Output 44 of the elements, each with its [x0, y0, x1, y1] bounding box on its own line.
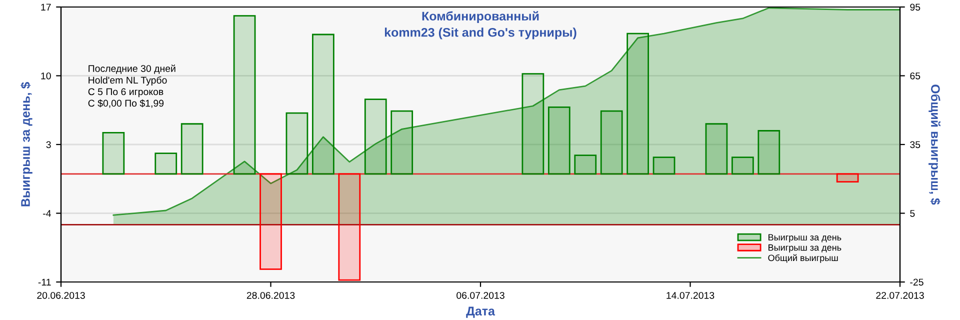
- bar: [390, 110, 414, 175]
- text: komm23 (Sit and Go's турниры): [384, 28, 576, 40]
- x-axis-title: Дата: [466, 306, 496, 318]
- y2-tick-label: 95: [910, 4, 920, 11]
- x-tick-label: 28.06.2013: [246, 292, 295, 299]
- y2-tick-label: 65: [910, 72, 920, 80]
- bar: [286, 112, 308, 175]
- bar: [522, 73, 544, 175]
- y-tick-label: 10: [41, 72, 51, 80]
- x-tick-label: 14.07.2013: [666, 292, 714, 299]
- bar: [836, 173, 859, 183]
- bar: [626, 32, 649, 175]
- chart-title: Комбинированный: [422, 11, 539, 24]
- y2-tick-label: -25: [910, 278, 924, 286]
- y-tick-label: -4: [43, 210, 51, 217]
- x-tick-label: 22.07.2013: [876, 292, 924, 299]
- bar: [758, 130, 780, 175]
- y-tick-label: 3: [46, 141, 51, 148]
- y-tick-label: -11: [38, 278, 51, 286]
- bar: [260, 173, 282, 270]
- y2-axis-title: Общий выигрыш, $: [928, 84, 940, 205]
- legend-label: Выигрыш за день: [768, 234, 842, 242]
- bar: [574, 154, 597, 175]
- bar: [233, 15, 256, 175]
- y-axis-title: Выигрыш за день, $: [20, 82, 32, 206]
- bar: [312, 34, 334, 175]
- bar: [338, 173, 361, 281]
- bar: [364, 98, 387, 175]
- y2-tick-label: 5: [910, 210, 915, 217]
- x-tick-label: 06.07.2013: [456, 292, 504, 299]
- bar: [102, 132, 125, 175]
- bar: [732, 156, 754, 175]
- bar: [705, 123, 728, 175]
- bar: [652, 156, 676, 175]
- bar: [154, 152, 178, 175]
- bar: [548, 106, 570, 175]
- x-tick-label: 20.06.2013: [37, 292, 85, 299]
- bar: [180, 123, 204, 175]
- annotation: Последние 30 дней Hold'em NL Турбо С 5 По 6 игроков С $0,00 По $1,99: [88, 64, 176, 108]
- y-tick-label: 17: [41, 4, 51, 11]
- legend-label: Выигрыш за день: [768, 244, 842, 252]
- y2-tick-label: 35: [910, 141, 920, 148]
- bar: [600, 110, 623, 175]
- legend-label: Общий выигрыш: [768, 254, 838, 263]
